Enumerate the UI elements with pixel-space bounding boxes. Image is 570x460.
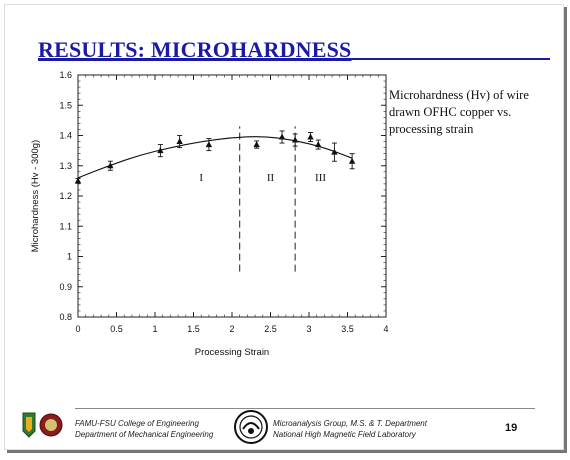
x-tick-label: 0.5 <box>110 324 123 334</box>
footer-college-name: FAMU-FSU College of Engineering <box>75 419 199 428</box>
fit-curve <box>77 136 353 179</box>
microhardness-chart: 0 0.5 1 1.5 2 2.5 3 3.5 4 0.8 0.9 1 1.1 1.2 1.3 1.4 1.5 1… <box>30 70 389 358</box>
data-point <box>107 162 114 169</box>
chart-caption: Microhardness (Hv) of wire drawn OFHC co… <box>389 88 529 136</box>
data-point <box>205 141 213 148</box>
slide-title: RESULTS: MICROHARDNESS <box>38 37 352 62</box>
data-point <box>291 136 299 143</box>
y-tick-label: 1.3 <box>59 161 72 171</box>
y-tick-label: 0.9 <box>59 282 72 292</box>
y-tick-label: 1.5 <box>59 100 72 110</box>
x-tick-label: 2 <box>229 324 234 334</box>
y-tick-label: 1.1 <box>59 221 72 231</box>
footer-lab: Microanalysis Group, M.S. & T. Departmen… <box>273 418 427 440</box>
y-tick-label: 1.6 <box>59 70 72 80</box>
data-point <box>157 147 164 154</box>
y-tick-label: 0.8 <box>59 312 72 322</box>
data-point <box>348 157 356 164</box>
region-label: I <box>199 172 203 184</box>
x-tick-label: 3.5 <box>341 324 354 334</box>
footer-college: FAMU-FSU College of Engineering Departme… <box>75 418 213 440</box>
x-tick-label: 3 <box>306 324 311 334</box>
x-tick-label: 1 <box>152 324 157 334</box>
footer-department: Department of Mechanical Engineering <box>75 430 214 439</box>
data-point <box>176 138 183 145</box>
y-tick-label: 1.2 <box>59 191 72 201</box>
region-label: III <box>315 172 326 184</box>
x-tick-label: 1.5 <box>187 324 200 334</box>
famu-fsu-logo <box>22 412 63 438</box>
x-tick-label: 4 <box>383 324 388 334</box>
data-point <box>253 141 260 148</box>
x-tick-label: 2.5 <box>264 324 277 334</box>
footer-divider <box>75 408 535 409</box>
data-point <box>315 141 322 148</box>
footer-lab-name: National High Magnetic Field Laboratory <box>273 430 416 439</box>
x-tick-label: 0 <box>75 324 80 334</box>
plot-frame <box>77 74 387 318</box>
data-point <box>74 177 82 184</box>
y-tick-label: 1 <box>67 252 72 262</box>
y-tick-label: 1.4 <box>59 131 72 141</box>
data-point <box>331 148 338 155</box>
title-underline <box>38 58 550 60</box>
region-label: II <box>267 172 275 184</box>
x-axis-label: Processing Strain <box>195 347 269 358</box>
data-point <box>278 133 286 140</box>
slide: RESULTS: MICROHARDNESS Microhardness (Hv… <box>4 4 564 450</box>
nhmfl-seal <box>234 410 268 444</box>
page-number: 19 <box>505 422 518 434</box>
footer-group-name: Microanalysis Group, M.S. & T. Departmen… <box>273 419 427 428</box>
y-axis-label: Microhardness (Hv - 300g) <box>30 140 41 252</box>
data-point <box>307 133 314 140</box>
